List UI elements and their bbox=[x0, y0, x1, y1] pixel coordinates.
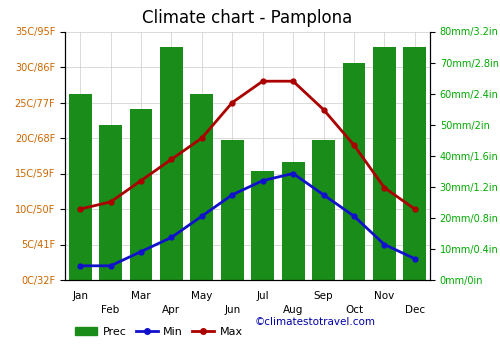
Text: Apr: Apr bbox=[162, 305, 180, 315]
Text: May: May bbox=[191, 291, 212, 301]
Bar bbox=[404, 47, 426, 280]
Text: Sep: Sep bbox=[314, 291, 334, 301]
Text: Mar: Mar bbox=[131, 291, 151, 301]
Text: Oct: Oct bbox=[345, 305, 363, 315]
Text: Feb: Feb bbox=[102, 305, 120, 315]
Text: Jan: Jan bbox=[72, 291, 88, 301]
Bar bbox=[160, 47, 183, 280]
Legend: Prec, Min, Max: Prec, Min, Max bbox=[70, 323, 248, 342]
Text: Nov: Nov bbox=[374, 291, 394, 301]
Bar bbox=[190, 93, 214, 280]
Text: Aug: Aug bbox=[283, 305, 304, 315]
Bar bbox=[312, 140, 335, 280]
Bar bbox=[221, 140, 244, 280]
Bar bbox=[252, 171, 274, 280]
Text: Jun: Jun bbox=[224, 305, 240, 315]
Text: Dec: Dec bbox=[404, 305, 425, 315]
Bar bbox=[130, 109, 152, 280]
Bar bbox=[342, 63, 365, 280]
Text: ©climatestotravel.com: ©climatestotravel.com bbox=[255, 317, 376, 327]
Bar bbox=[99, 125, 122, 280]
Title: Climate chart - Pamplona: Climate chart - Pamplona bbox=[142, 9, 352, 27]
Text: Jul: Jul bbox=[256, 291, 269, 301]
Bar bbox=[373, 47, 396, 280]
Bar bbox=[282, 162, 304, 280]
Bar bbox=[69, 93, 92, 280]
